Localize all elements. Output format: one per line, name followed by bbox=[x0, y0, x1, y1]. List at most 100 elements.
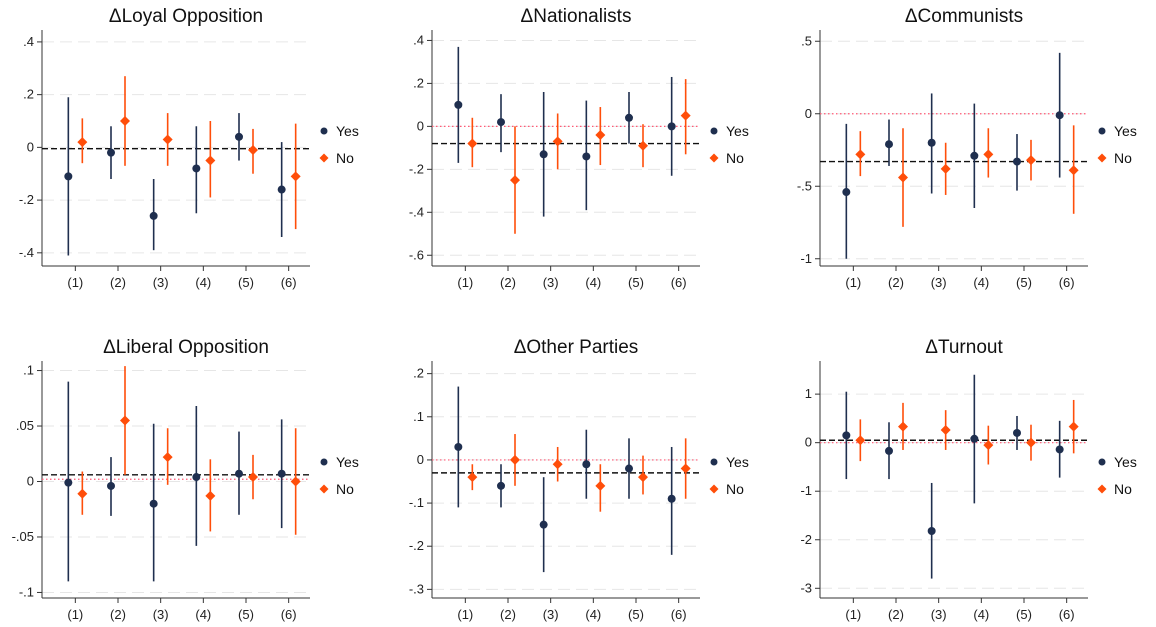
y-tick-label: -.5 bbox=[797, 178, 812, 193]
x-tick-label: (5) bbox=[238, 275, 254, 290]
point-no bbox=[898, 421, 908, 432]
legend-label-no: No bbox=[336, 481, 354, 497]
point-yes bbox=[1055, 445, 1064, 454]
legend-label-yes: Yes bbox=[726, 454, 749, 470]
panel-title: ΔNationalists bbox=[521, 6, 632, 27]
y-tick-label: .2 bbox=[23, 87, 34, 102]
x-tick-label: (1) bbox=[845, 275, 861, 290]
point-yes bbox=[539, 520, 548, 529]
point-no bbox=[467, 472, 478, 483]
x-tick-label: (2) bbox=[888, 275, 904, 290]
legend-marker-yes bbox=[710, 127, 718, 135]
point-yes bbox=[277, 469, 286, 478]
point-no bbox=[638, 140, 648, 151]
point-no bbox=[680, 110, 691, 121]
point-no bbox=[290, 171, 301, 182]
point-no bbox=[77, 488, 88, 499]
x-tick-label: (3) bbox=[153, 607, 169, 622]
x-tick-label: (4) bbox=[585, 607, 601, 622]
y-tick-label: -.4 bbox=[19, 245, 34, 260]
y-tick-label: -.1 bbox=[19, 584, 34, 599]
y-tick-label: .2 bbox=[413, 75, 424, 90]
y-tick-label: .4 bbox=[413, 32, 424, 47]
panel-2: ΔNationalists .4 .2 0 -.2 -.4 -.6 (1) (2) (3) (4) (… bbox=[409, 6, 749, 290]
point-no bbox=[248, 472, 258, 483]
point-yes bbox=[497, 118, 505, 127]
y-tick-label: -.2 bbox=[409, 161, 424, 176]
legend-marker-no bbox=[319, 484, 329, 494]
point-yes bbox=[582, 152, 591, 161]
point-yes bbox=[582, 460, 591, 469]
point-no bbox=[510, 454, 520, 465]
x-tick-label: (2) bbox=[888, 607, 904, 622]
y-tick-label: -2 bbox=[800, 532, 812, 547]
y-tick-label: -3 bbox=[800, 580, 812, 595]
y-tick-label: -1 bbox=[800, 483, 812, 498]
point-no bbox=[120, 415, 130, 426]
x-tick-label: (5) bbox=[238, 607, 254, 622]
y-tick-label: 0 bbox=[805, 106, 812, 121]
x-tick-label: (1) bbox=[457, 607, 473, 622]
y-tick-label: .1 bbox=[413, 409, 424, 424]
point-no bbox=[940, 425, 951, 436]
x-tick-label: (5) bbox=[1016, 607, 1032, 622]
point-no bbox=[1026, 437, 1036, 448]
x-tick-label: (6) bbox=[671, 607, 687, 622]
point-no bbox=[983, 440, 994, 451]
y-tick-label: -.3 bbox=[409, 581, 424, 596]
point-no bbox=[205, 155, 216, 166]
x-tick-label: (6) bbox=[1059, 275, 1075, 290]
point-yes bbox=[667, 494, 676, 503]
x-tick-label: (5) bbox=[628, 607, 644, 622]
legend-marker-no bbox=[1097, 484, 1107, 494]
point-yes bbox=[1013, 428, 1021, 437]
x-tick-label: (1) bbox=[67, 275, 83, 290]
x-tick-label: (4) bbox=[195, 607, 211, 622]
y-tick-label: -.1 bbox=[409, 495, 424, 510]
point-yes bbox=[149, 211, 158, 220]
point-no bbox=[638, 472, 648, 483]
panel-1: ΔLoyal Opposition .4 .2 0 -.2 -.4 (1) (2) (3) (4)… bbox=[19, 6, 359, 290]
point-yes bbox=[885, 446, 893, 455]
point-yes bbox=[454, 442, 463, 451]
point-yes bbox=[970, 434, 979, 443]
y-tick-label: 0 bbox=[417, 118, 424, 133]
legend-label-no: No bbox=[1114, 481, 1132, 497]
y-tick-label: -.4 bbox=[409, 204, 424, 219]
point-yes bbox=[842, 188, 851, 197]
legend-marker-yes bbox=[710, 458, 718, 466]
point-no bbox=[1068, 421, 1079, 432]
x-tick-label: (2) bbox=[500, 607, 516, 622]
point-yes bbox=[235, 469, 243, 478]
legend-marker-no bbox=[709, 153, 719, 163]
x-tick-label: (5) bbox=[628, 275, 644, 290]
legend-marker-yes bbox=[1098, 458, 1106, 466]
x-tick-label: (6) bbox=[281, 275, 297, 290]
legend-label-no: No bbox=[726, 150, 744, 166]
legend-marker-yes bbox=[320, 127, 328, 135]
x-tick-label: (3) bbox=[931, 275, 947, 290]
point-yes bbox=[497, 481, 505, 490]
panel-title: ΔLoyal Opposition bbox=[109, 6, 263, 27]
point-no bbox=[983, 149, 994, 160]
panel-title: ΔLiberal Opposition bbox=[103, 337, 269, 358]
point-no bbox=[510, 175, 520, 186]
panel-title: ΔTurnout bbox=[925, 337, 1003, 358]
point-no bbox=[1068, 165, 1079, 176]
legend-marker-no bbox=[1097, 153, 1107, 163]
y-tick-label: 0 bbox=[417, 452, 424, 467]
panel-title: ΔOther Parties bbox=[514, 337, 639, 358]
point-no bbox=[595, 129, 606, 140]
point-yes bbox=[842, 431, 851, 440]
x-tick-label: (4) bbox=[973, 275, 989, 290]
point-no bbox=[77, 137, 88, 148]
point-yes bbox=[927, 527, 936, 536]
point-yes bbox=[107, 148, 115, 157]
y-tick-label: .5 bbox=[801, 33, 812, 48]
x-tick-label: (1) bbox=[457, 275, 473, 290]
point-yes bbox=[149, 499, 158, 508]
y-tick-label: 0 bbox=[27, 474, 34, 489]
point-yes bbox=[454, 100, 463, 109]
point-yes bbox=[64, 478, 73, 487]
panel-5: ΔOther Parties .2 .1 0 -.1 -.2 -.3 (1) (2) (3) (4)… bbox=[409, 337, 749, 622]
